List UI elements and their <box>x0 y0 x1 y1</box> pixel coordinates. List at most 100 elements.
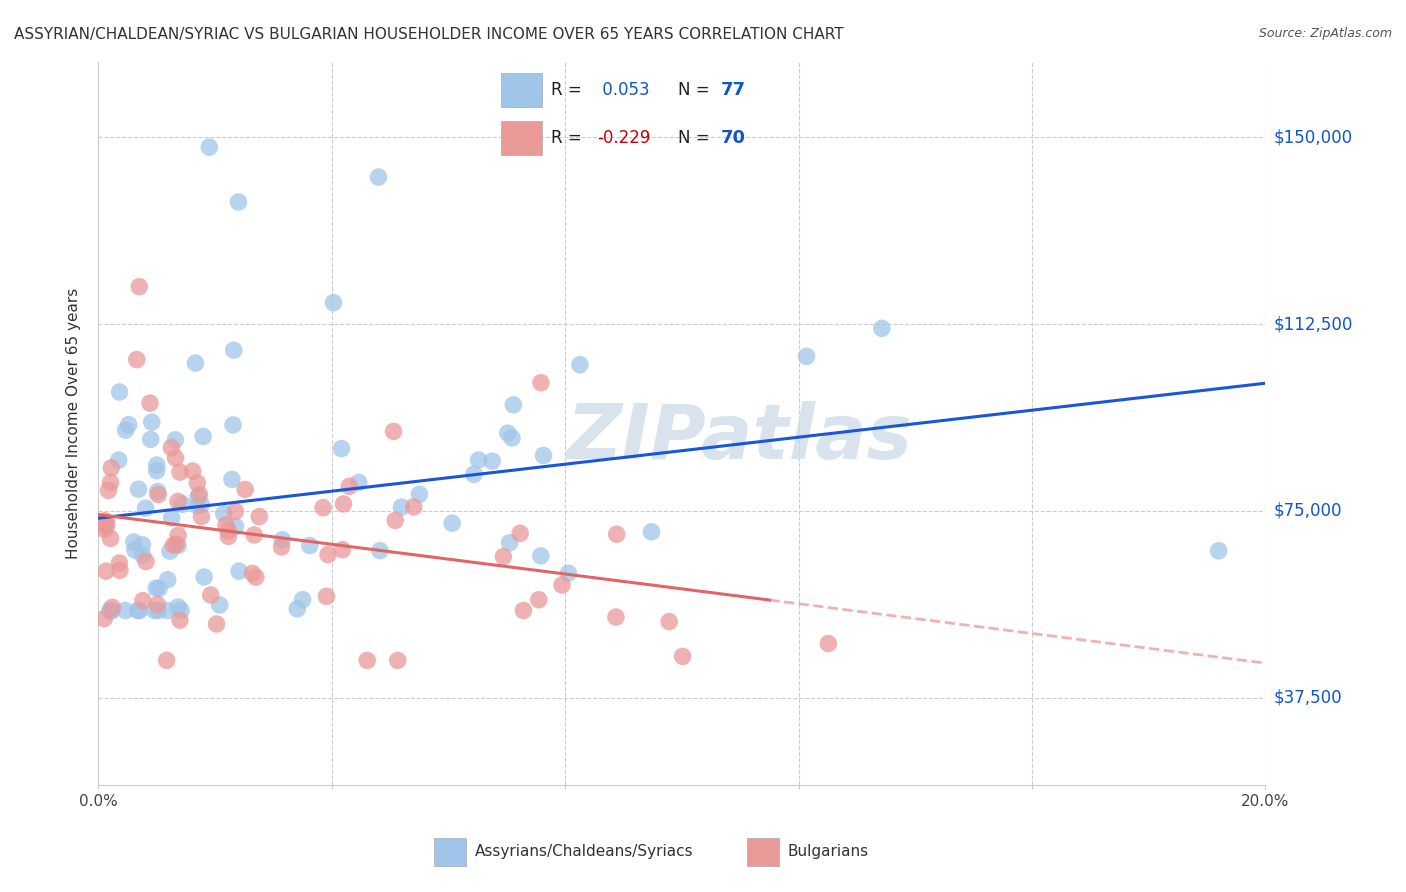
Point <box>135 501 157 516</box>
Point <box>322 295 344 310</box>
Point <box>141 415 163 429</box>
Text: ASSYRIAN/CHALDEAN/SYRIAC VS BULGARIAN HOUSEHOLDER INCOME OVER 65 YEARS CORRELATI: ASSYRIAN/CHALDEAN/SYRIAC VS BULGARIAN HO… <box>14 27 844 42</box>
Point <box>148 582 170 596</box>
Point <box>146 458 169 472</box>
Point <box>332 542 354 557</box>
Point <box>139 396 162 410</box>
Point <box>382 425 405 439</box>
Point <box>247 509 270 524</box>
Point <box>222 343 245 358</box>
Point <box>122 535 145 549</box>
Point <box>198 140 221 154</box>
Point <box>96 519 118 533</box>
Point <box>167 528 190 542</box>
Point <box>356 653 378 667</box>
Point <box>245 570 267 584</box>
Point <box>128 603 150 617</box>
Point <box>243 528 266 542</box>
Point <box>170 603 193 617</box>
Point <box>114 423 136 437</box>
Point <box>181 464 204 478</box>
FancyBboxPatch shape <box>502 121 541 155</box>
Point <box>817 636 839 650</box>
Point <box>492 549 515 564</box>
Point <box>94 564 117 578</box>
Point <box>530 549 553 563</box>
Point <box>441 516 464 531</box>
Text: Assyrians/Chaldeans/Syriacs: Assyrians/Chaldeans/Syriacs <box>475 845 693 859</box>
Point <box>530 376 553 390</box>
Point <box>186 476 208 491</box>
Point <box>165 433 187 447</box>
Point <box>187 490 209 504</box>
Point <box>132 593 155 607</box>
Point <box>228 194 250 209</box>
Text: $150,000: $150,000 <box>1274 128 1353 146</box>
Point <box>167 599 190 614</box>
Text: $112,500: $112,500 <box>1274 315 1353 333</box>
Point <box>498 535 520 549</box>
Point <box>551 578 574 592</box>
Point <box>217 524 239 538</box>
Point <box>332 497 354 511</box>
Point <box>188 487 211 501</box>
Point <box>107 453 129 467</box>
Point <box>139 433 162 447</box>
Point <box>606 527 628 541</box>
Point <box>315 590 337 604</box>
Text: ZIPatlas: ZIPatlas <box>567 401 914 475</box>
Point <box>271 533 294 547</box>
Point <box>658 615 681 629</box>
Text: Bulgarians: Bulgarians <box>787 845 869 859</box>
Point <box>156 603 179 617</box>
Point <box>200 588 222 602</box>
Point <box>159 544 181 558</box>
FancyBboxPatch shape <box>433 838 467 866</box>
Point <box>100 475 122 490</box>
Point <box>98 603 121 617</box>
Point <box>228 564 250 578</box>
Point <box>100 603 122 617</box>
Text: R =: R = <box>551 80 586 99</box>
Point <box>387 653 409 667</box>
Point <box>640 524 662 539</box>
Point <box>146 598 169 612</box>
Point <box>205 617 228 632</box>
Text: R =: R = <box>551 128 586 147</box>
Point <box>215 518 238 533</box>
FancyBboxPatch shape <box>502 73 541 106</box>
Point <box>347 475 370 490</box>
Point <box>298 539 321 553</box>
Point <box>384 513 406 527</box>
Point <box>509 526 531 541</box>
Point <box>101 600 124 615</box>
Point <box>131 548 153 562</box>
Point <box>512 603 534 617</box>
Point <box>233 483 256 497</box>
Point <box>368 543 391 558</box>
Point <box>93 612 115 626</box>
Point <box>125 352 148 367</box>
Point <box>146 603 169 617</box>
Point <box>285 602 308 616</box>
Text: 77: 77 <box>721 80 747 99</box>
Point <box>165 537 187 551</box>
Point <box>367 169 389 184</box>
Point <box>391 500 413 515</box>
Text: 70: 70 <box>721 128 747 147</box>
Point <box>160 441 183 455</box>
Point <box>172 497 194 511</box>
Point <box>167 494 190 508</box>
Point <box>118 417 141 432</box>
Point <box>225 519 247 533</box>
Text: N =: N = <box>678 80 714 99</box>
Point <box>224 504 246 518</box>
Point <box>97 483 120 498</box>
Point <box>187 499 209 513</box>
Text: Source: ZipAtlas.com: Source: ZipAtlas.com <box>1258 27 1392 40</box>
Point <box>402 500 425 514</box>
Point <box>169 613 191 627</box>
Point <box>108 556 131 570</box>
Point <box>501 431 523 445</box>
Point <box>131 538 153 552</box>
